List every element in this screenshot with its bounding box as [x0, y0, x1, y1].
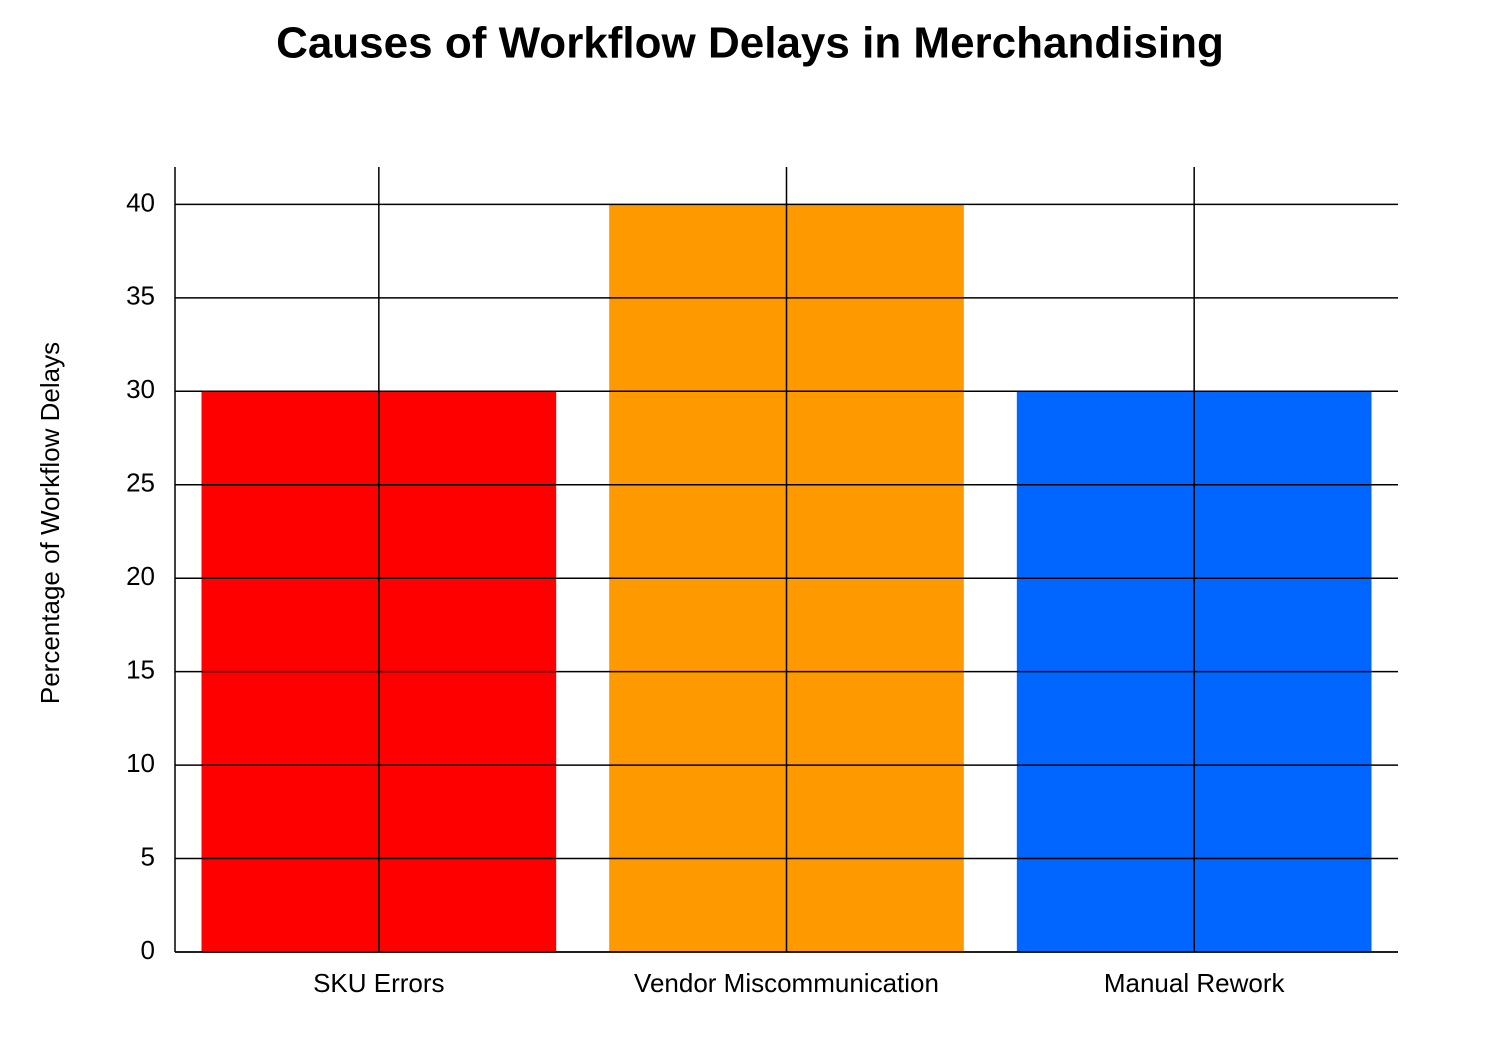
y-tick-label: 10: [126, 748, 155, 778]
y-tick-label: 0: [141, 935, 155, 965]
y-tick-label: 25: [126, 468, 155, 498]
y-tick-label: 35: [126, 281, 155, 311]
y-axis-label: Percentage of Workflow Delays: [35, 342, 65, 704]
y-tick-label: 15: [126, 655, 155, 685]
x-tick-label: SKU Errors: [313, 968, 444, 998]
y-tick-label: 40: [126, 187, 155, 217]
x-tick-label: Manual Rework: [1104, 968, 1286, 998]
y-tick-label: 30: [126, 374, 155, 404]
chart-title: Causes of Workflow Delays in Merchandisi…: [276, 19, 1224, 68]
y-tick-label: 20: [126, 561, 155, 591]
y-tick-label: 5: [141, 841, 155, 871]
x-tick-label: Vendor Miscommunication: [634, 968, 939, 998]
